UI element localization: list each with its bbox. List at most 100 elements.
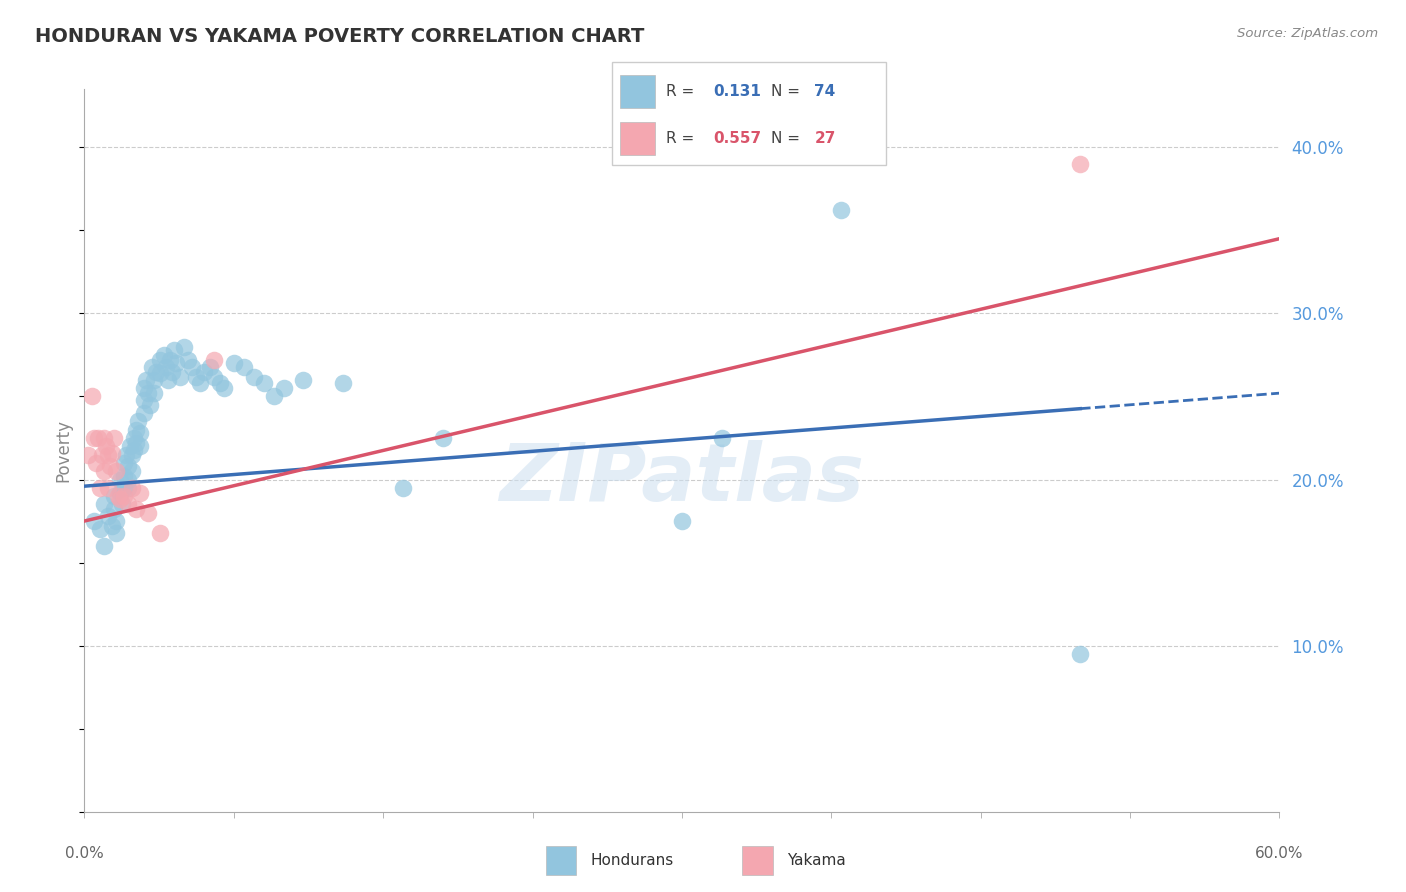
Point (121, 448, 143, 462)
Point (432, 431, 454, 445)
Point (103, 502, 125, 516)
Point (242, 369, 264, 384)
Point (112, 456, 135, 470)
Text: 0.0%: 0.0% (65, 847, 104, 862)
Point (149, 366, 172, 380)
Point (115, 448, 138, 462)
Point (129, 485, 152, 500)
Point (139, 398, 162, 412)
Point (202, 369, 225, 384)
Point (193, 365, 215, 379)
Point (98, 459, 121, 474)
Point (830, 203, 852, 218)
Point (125, 436, 148, 450)
Point (117, 459, 139, 474)
Point (89, 522, 111, 536)
Point (1069, 157, 1091, 171)
Point (112, 469, 135, 483)
Point (1069, 647, 1091, 661)
Point (103, 489, 125, 503)
Point (132, 406, 156, 420)
Point (222, 356, 245, 370)
Point (212, 381, 235, 395)
Point (143, 386, 166, 401)
Text: ZIPatlas: ZIPatlas (499, 441, 865, 518)
Point (173, 340, 195, 354)
Text: 60.0%: 60.0% (1256, 847, 1303, 862)
Point (165, 356, 187, 370)
Point (122, 431, 145, 445)
Point (97, 448, 120, 462)
Point (105, 514, 128, 528)
Point (117, 473, 139, 487)
Point (121, 464, 143, 478)
Point (157, 373, 180, 387)
Point (93, 539, 115, 553)
Point (112, 481, 135, 495)
FancyBboxPatch shape (620, 122, 655, 155)
Point (112, 489, 135, 503)
Text: 0.131: 0.131 (713, 84, 761, 99)
Point (184, 369, 207, 384)
Text: HONDURAN VS YAKAMA POVERTY CORRELATION CHART: HONDURAN VS YAKAMA POVERTY CORRELATION C… (35, 27, 644, 45)
Y-axis label: Poverty: Poverty (55, 419, 73, 482)
FancyBboxPatch shape (742, 846, 773, 875)
Point (155, 359, 177, 374)
Point (710, 431, 733, 445)
Point (87, 431, 110, 445)
Point (136, 506, 159, 520)
Point (97, 509, 120, 524)
Point (125, 423, 148, 437)
Point (101, 519, 124, 533)
Point (181, 359, 204, 374)
Point (111, 498, 134, 512)
Point (91, 448, 114, 462)
Point (273, 381, 295, 395)
Text: Hondurans: Hondurans (591, 854, 673, 868)
Point (93, 498, 115, 512)
Point (93, 431, 115, 445)
Point (122, 442, 145, 457)
Text: 27: 27 (814, 131, 837, 146)
Point (120, 439, 142, 453)
Point (107, 489, 129, 503)
Point (110, 492, 132, 507)
Point (83, 431, 105, 445)
Point (149, 353, 172, 368)
Point (96, 439, 118, 453)
Point (117, 481, 139, 495)
Text: 0.557: 0.557 (713, 131, 761, 146)
Point (188, 376, 211, 391)
Text: Source: ZipAtlas.com: Source: ZipAtlas.com (1237, 27, 1378, 40)
Point (208, 376, 231, 391)
Point (163, 343, 186, 357)
Point (177, 353, 200, 368)
Point (253, 376, 276, 391)
Point (129, 425, 152, 440)
Text: R =: R = (666, 84, 695, 99)
Text: 74: 74 (814, 84, 835, 99)
Point (198, 359, 221, 374)
Point (145, 365, 167, 379)
Point (153, 348, 176, 362)
Point (82, 389, 104, 403)
FancyBboxPatch shape (546, 846, 576, 875)
Point (83, 514, 105, 528)
FancyBboxPatch shape (612, 62, 886, 165)
Point (141, 359, 163, 374)
Text: Yakama: Yakama (787, 854, 846, 868)
Text: N =: N = (770, 131, 800, 146)
Point (332, 376, 354, 391)
Point (132, 392, 156, 407)
Point (121, 481, 143, 495)
Point (159, 353, 181, 368)
Point (97, 481, 120, 495)
Point (263, 389, 285, 403)
Text: N =: N = (770, 84, 800, 99)
Point (103, 431, 125, 445)
Point (93, 464, 115, 478)
Point (101, 446, 124, 460)
Point (77, 448, 100, 462)
Point (86, 456, 108, 470)
Point (110, 473, 132, 487)
